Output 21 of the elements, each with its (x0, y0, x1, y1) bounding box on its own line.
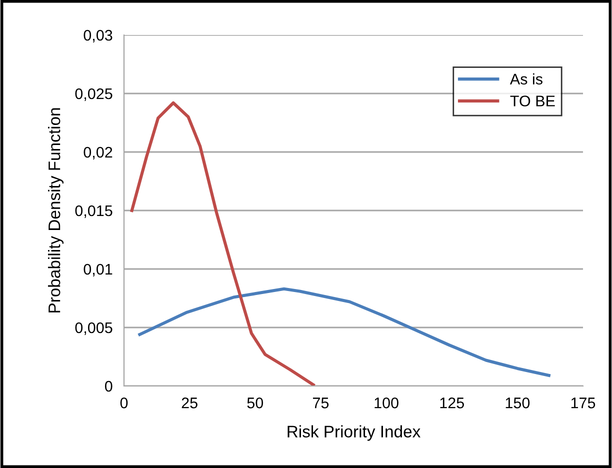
y-axis-title: Probability Density Function (48, 108, 64, 312)
legend-label: As is (510, 73, 542, 85)
line-series (138, 287, 550, 377)
x-tick-label: 0 (120, 398, 128, 408)
x-tick-label: 75 (313, 398, 329, 408)
x-tick-label: 50 (247, 398, 264, 408)
line-series (130, 101, 315, 386)
legend-label: TO BE (510, 96, 555, 106)
y-tick-label: 0,015 (75, 205, 112, 218)
x-tick-label: 100 (374, 398, 398, 408)
y-tick-label: 0,03 (84, 30, 112, 42)
y-tick-label: 0,025 (75, 88, 112, 101)
x-axis-title: Risk Priority Index (288, 425, 420, 441)
x-tick-label: 25 (182, 398, 198, 408)
x-tick-label: 150 (506, 398, 530, 408)
y-tick-label: 0,01 (84, 264, 112, 276)
y-tick-label: 0,005 (75, 322, 112, 335)
x-tick-label: 175 (571, 398, 596, 408)
y-tick-label: 0 (104, 380, 112, 392)
y-tick-label: 0,02 (84, 146, 112, 160)
x-tick-label: 125 (440, 398, 464, 408)
